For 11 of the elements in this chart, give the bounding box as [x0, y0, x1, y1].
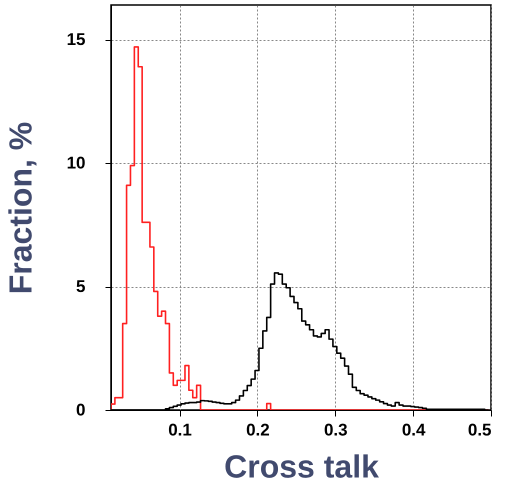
x-tick-label: 0.5: [468, 420, 492, 440]
y-tick-label: 0: [76, 400, 86, 420]
x-tick-label: 0.1: [168, 420, 192, 440]
x-tick-label: 0.3: [324, 420, 348, 440]
x-tick-label: 0.2: [246, 420, 270, 440]
x-tick-label: 0.4: [402, 420, 426, 440]
y-tick-label: 5: [76, 277, 86, 296]
y-axis-title: Fraction, %: [2, 122, 39, 294]
y-tick-label: 10: [66, 154, 86, 173]
x-axis-title: Cross talk: [224, 448, 380, 484]
y-tick-label: 15: [66, 30, 86, 50]
